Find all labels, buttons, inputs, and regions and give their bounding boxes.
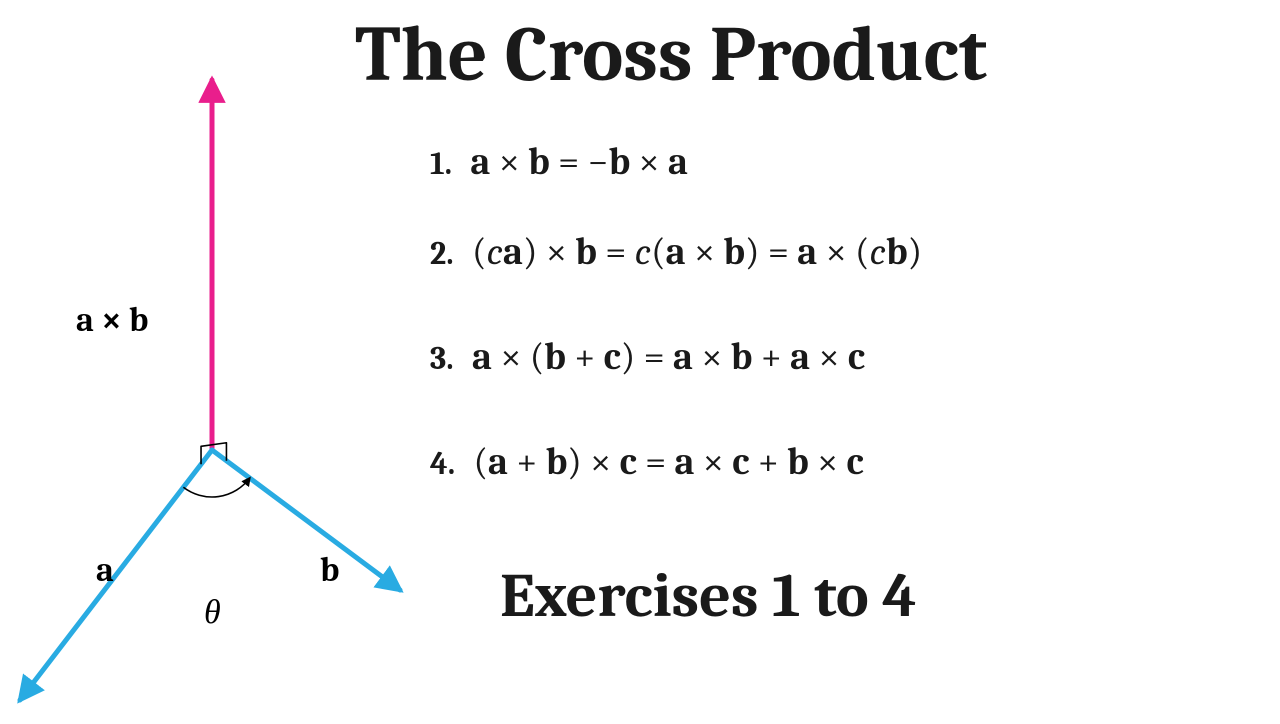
property-3-eq: a × (b + c) = a × b + a × c — [472, 335, 865, 379]
label-a: a — [96, 550, 114, 590]
label-axb: a × b — [76, 300, 148, 340]
property-4-eq: (a + b) × c = a × c + b × c — [473, 440, 863, 484]
label-theta: θ — [204, 592, 221, 632]
page-title: The Cross Product — [355, 10, 987, 100]
cross-product-diagram: a × b a b θ — [0, 60, 420, 720]
property-1-num: 1. — [430, 145, 452, 182]
property-4-num: 4. — [430, 445, 455, 482]
subtitle: Exercises 1 to 4 — [500, 560, 917, 632]
property-3: 3. a × (b + c) = a × b + a × c — [430, 335, 865, 379]
property-2: 2. (ca) × b = c(a × b) = a × (cb) — [430, 230, 922, 274]
property-4: 4. (a + b) × c = a × c + b × c — [430, 440, 864, 484]
property-1-eq: a × b = −b × a — [470, 140, 687, 184]
property-2-eq: (ca) × b = c(a × b) = a × (cb) — [472, 230, 922, 274]
label-b: b — [320, 550, 339, 590]
property-2-num: 2. — [430, 235, 454, 272]
property-1: 1. a × b = −b × a — [430, 140, 688, 184]
property-3-num: 3. — [430, 340, 454, 377]
